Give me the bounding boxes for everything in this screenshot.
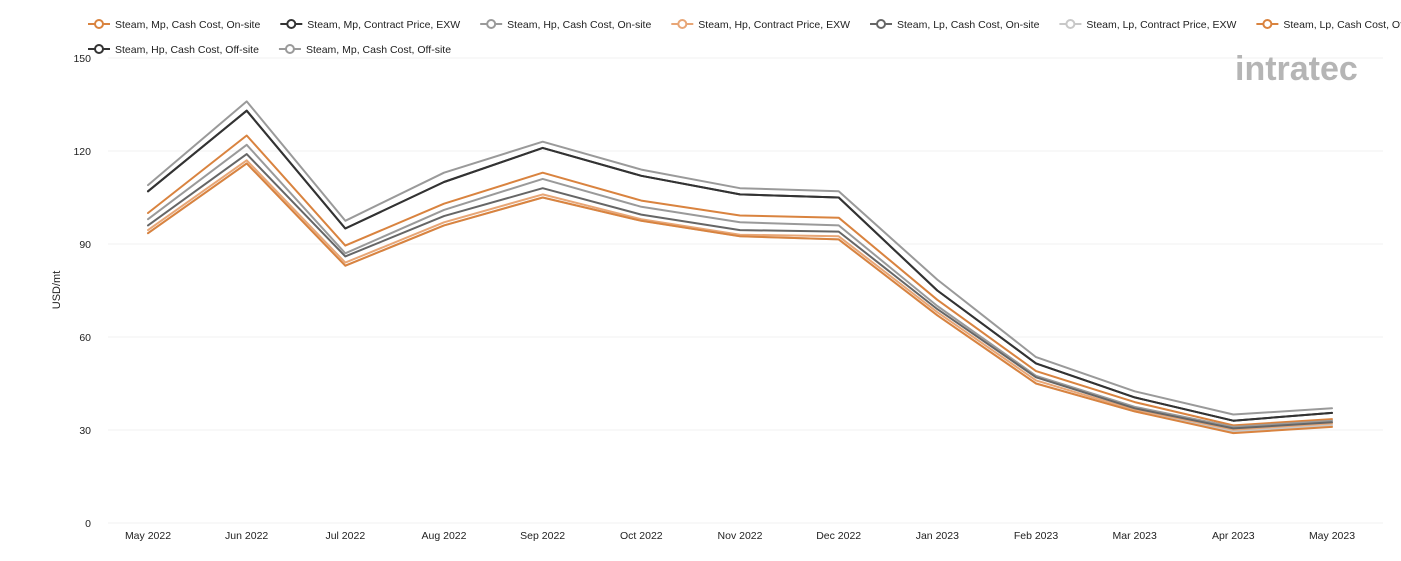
legend-item[interactable]: Steam, Mp, Cash Cost, On-site — [88, 19, 260, 31]
y-tick-label: 150 — [73, 53, 91, 65]
y-axis-title: USD/mt — [51, 271, 63, 310]
legend: Steam, Mp, Cash Cost, On-site Steam, Mp, … — [88, 19, 1401, 56]
x-tick-label: May 2023 — [1309, 530, 1355, 542]
x-tick-label: Dec 2022 — [816, 530, 861, 542]
legend-item[interactable]: Steam, Lp, Cash Cost, On-site — [870, 19, 1040, 31]
legend-item[interactable]: Steam, Mp, Contract Price, EXW — [280, 19, 460, 31]
legend-circle-marker — [286, 19, 297, 29]
legend-circle-marker — [1065, 19, 1076, 29]
x-tick-label: Nov 2022 — [718, 530, 763, 542]
legend-circle-marker — [1262, 19, 1273, 29]
x-axis: May 2022 Jun 2022 Jul 2022 Aug 2022 Sep 2022… — [125, 530, 1355, 542]
legend-label: Steam, Hp, Cash Cost, On-site — [507, 19, 651, 31]
legend-circle-marker — [284, 44, 295, 54]
legend-circle-marker — [94, 44, 104, 54]
legend-label: Steam, Lp, Cash Cost, Off-site — [1283, 19, 1401, 31]
legend-label: Steam, Hp, Cash Cost, Off-site — [115, 44, 259, 56]
x-tick-label: Sep 2022 — [520, 530, 565, 542]
legend-label: Steam, Lp, Contract Price, EXW — [1086, 19, 1236, 31]
series-line-3 — [147, 143, 1333, 428]
y-tick-label: 0 — [85, 518, 91, 530]
x-tick-label: Jan 2023 — [916, 530, 959, 542]
legend-item[interactable]: Steam, Hp, Cash Cost, Off-site — [88, 44, 259, 56]
legend-label: Steam, Hp, Contract Price, EXW — [698, 19, 850, 31]
x-tick-label: Aug 2022 — [422, 530, 467, 542]
legend-circle-marker — [94, 19, 104, 29]
x-tick-label: Jun 2022 — [225, 530, 268, 542]
legend-item[interactable]: Steam, Mp, Cash Cost, Off-site — [278, 44, 451, 56]
y-tick-label: 90 — [79, 239, 91, 251]
legend-label: Steam, Mp, Contract Price, EXW — [307, 19, 460, 31]
legend-item[interactable]: Steam, Hp, Cash Cost, On-site — [480, 19, 651, 31]
legend-label: Steam, Mp, Cash Cost, On-site — [115, 19, 260, 31]
series-line-7 — [147, 162, 1333, 435]
series-lines — [147, 100, 1333, 435]
grid-lines — [108, 57, 1383, 524]
series-line-2 — [147, 109, 1333, 422]
legend-item[interactable]: Steam, Lp, Contract Price, EXW — [1059, 19, 1236, 31]
legend-circle-marker — [677, 19, 688, 29]
intratec-watermark: intratec — [1235, 50, 1358, 88]
x-tick-label: Jul 2022 — [325, 530, 365, 542]
legend-circle-marker — [486, 19, 497, 29]
series-line-5 — [147, 153, 1333, 430]
x-tick-label: May 2022 — [125, 530, 171, 542]
series-line-4 — [147, 159, 1333, 431]
series-line-1 — [147, 134, 1333, 427]
legend-label: Steam, Mp, Cash Cost, Off-site — [306, 44, 451, 56]
legend-item[interactable]: Steam, Lp, Cash Cost, Off-site — [1256, 19, 1401, 31]
legend-circle-marker — [876, 19, 887, 29]
x-tick-label: Mar 2023 — [1112, 530, 1157, 542]
x-tick-label: Apr 2023 — [1212, 530, 1255, 542]
watermark-text: intratec — [1235, 50, 1358, 88]
y-axis: 0 30 60 90 120 150 — [73, 53, 91, 530]
series-line-8 — [147, 109, 1333, 422]
x-tick-label: Oct 2022 — [620, 530, 663, 542]
y-tick-label: 30 — [79, 425, 91, 437]
legend-label: Steam, Lp, Cash Cost, On-site — [897, 19, 1040, 31]
y-tick-label: 60 — [79, 332, 91, 344]
x-tick-label: Feb 2023 — [1014, 530, 1059, 542]
y-tick-label: 120 — [73, 146, 91, 158]
legend-item[interactable]: Steam, Hp, Contract Price, EXW — [671, 19, 850, 31]
series-line-9 — [147, 100, 1333, 416]
